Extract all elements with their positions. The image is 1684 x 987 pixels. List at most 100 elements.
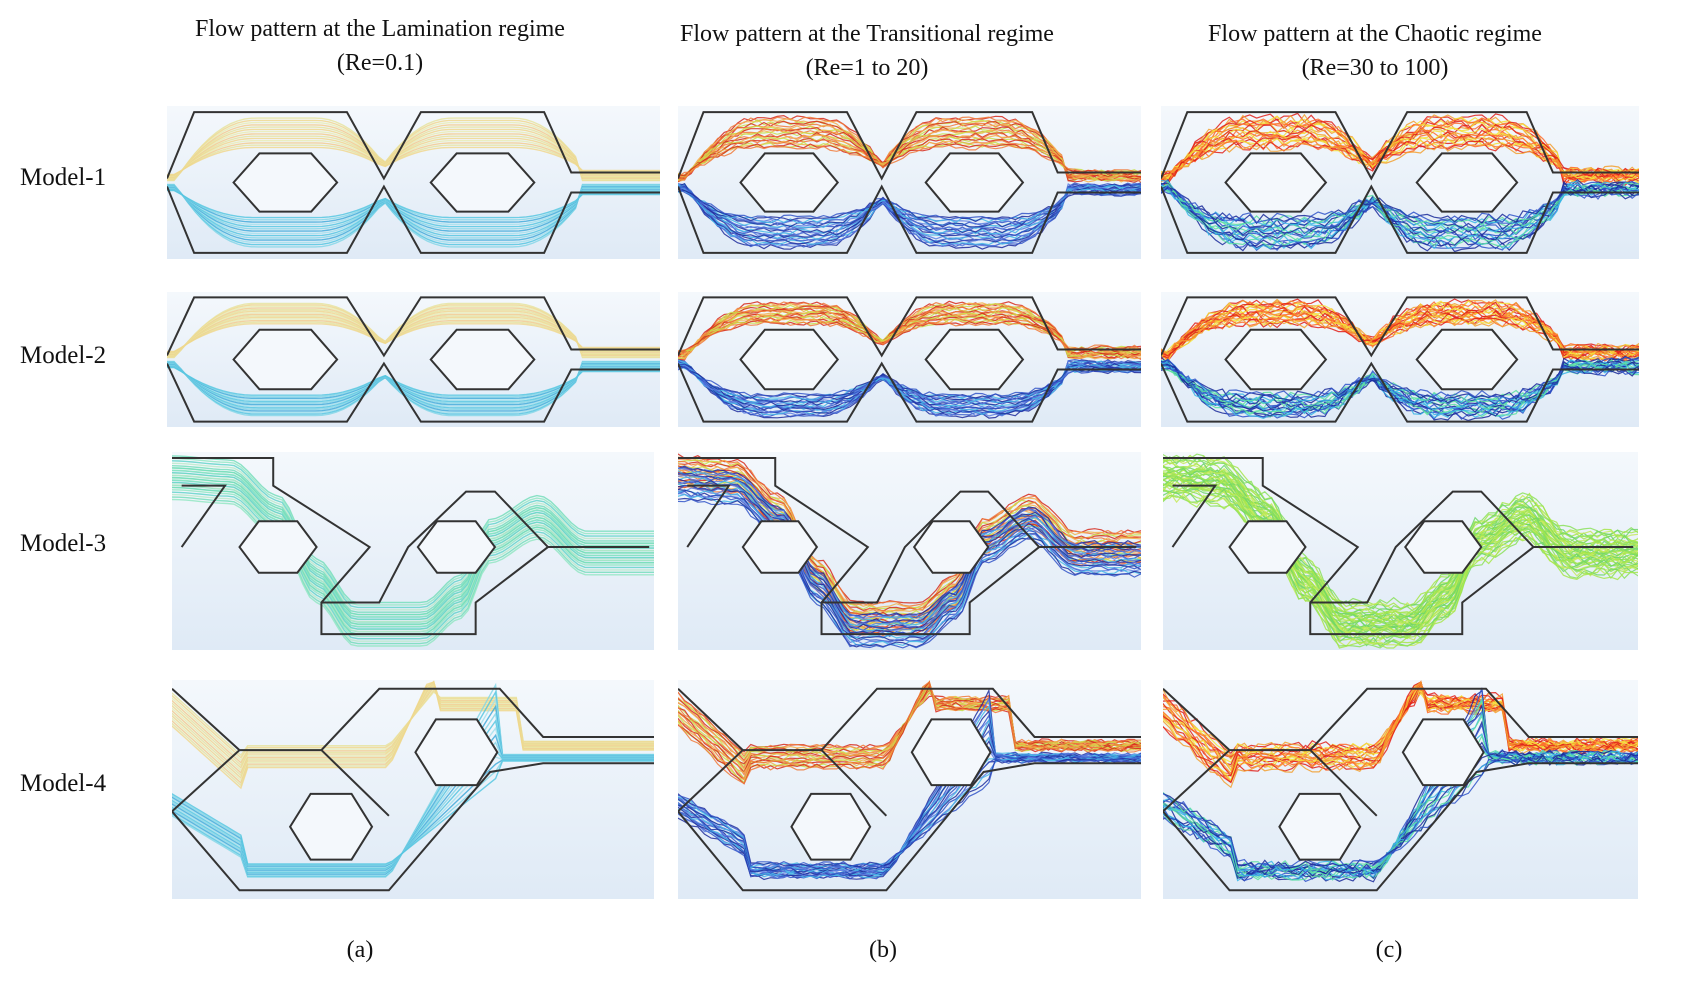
streamline bbox=[1161, 318, 1639, 356]
hexagonal-obstacle bbox=[232, 152, 339, 213]
hexagonal-obstacle bbox=[1404, 520, 1483, 574]
hexagonal-obstacle bbox=[739, 328, 840, 391]
column-subtitle-c-text: (Re=30 to 100) bbox=[1301, 55, 1449, 81]
streamline bbox=[1163, 467, 1638, 622]
streamline bbox=[1163, 494, 1638, 649]
column-title-c-text: Flow pattern at the Chaotic regime bbox=[1208, 21, 1542, 47]
streamline-plot bbox=[172, 680, 654, 899]
caption-c: (c) bbox=[1375, 937, 1403, 963]
channel-wall bbox=[172, 456, 650, 636]
streamline bbox=[172, 457, 654, 606]
caption-a: (a) bbox=[346, 937, 374, 963]
streamline bbox=[172, 484, 654, 633]
channel-wall bbox=[1161, 111, 1639, 254]
streamline bbox=[1163, 680, 1638, 782]
streamline bbox=[1163, 754, 1638, 872]
panel-model-2-lamination bbox=[167, 292, 660, 427]
hexagonal-obstacle bbox=[414, 718, 499, 787]
column-subtitle-b-text: (Re=1 to 20) bbox=[805, 55, 929, 81]
streamline bbox=[172, 491, 654, 640]
streamlines bbox=[167, 302, 660, 417]
channel-wall bbox=[172, 687, 654, 892]
streamlines bbox=[1163, 453, 1638, 649]
hexagonal-obstacle bbox=[1224, 328, 1328, 391]
hexagonal-obstacle bbox=[288, 792, 374, 861]
hexagonal-obstacle bbox=[429, 328, 536, 391]
streamline bbox=[172, 460, 654, 609]
streamline bbox=[1161, 140, 1639, 177]
streamline bbox=[172, 469, 654, 618]
panel-model-1-transitional bbox=[678, 106, 1141, 259]
streamline bbox=[678, 739, 1141, 873]
streamlines bbox=[1163, 680, 1638, 883]
streamline bbox=[678, 472, 1141, 625]
channel-wall bbox=[678, 296, 1141, 423]
channel-wall bbox=[167, 296, 660, 423]
hexagonal-obstacle bbox=[1415, 328, 1519, 391]
channel-wall bbox=[1163, 687, 1638, 892]
streamline-plot bbox=[678, 292, 1141, 427]
channel-wall bbox=[1163, 456, 1634, 636]
hexagonal-obstacle bbox=[429, 152, 536, 213]
channel-wall bbox=[678, 111, 1141, 254]
channel-wall bbox=[1161, 296, 1639, 423]
streamline-plot bbox=[167, 106, 660, 259]
streamline bbox=[678, 187, 1141, 221]
hexagonal-obstacle bbox=[924, 152, 1025, 213]
streamline-plot bbox=[172, 452, 654, 650]
column-title-b-text: Flow pattern at the Transitional regime bbox=[680, 21, 1054, 47]
streamline-plot bbox=[678, 106, 1141, 259]
streamline bbox=[167, 146, 660, 176]
streamline-plot bbox=[1161, 292, 1639, 427]
channel-wall bbox=[678, 456, 1137, 636]
streamline bbox=[1161, 134, 1639, 179]
streamline bbox=[1161, 187, 1639, 225]
streamline-plot bbox=[167, 292, 660, 427]
streamline-plot bbox=[1161, 106, 1639, 259]
hexagonal-obstacle bbox=[1401, 718, 1485, 787]
streamline bbox=[1163, 456, 1638, 612]
streamline bbox=[678, 680, 1141, 785]
hexagonal-obstacle bbox=[416, 520, 497, 574]
streamline bbox=[1163, 494, 1638, 649]
panel-model-4-chaotic bbox=[1163, 680, 1638, 899]
streamline bbox=[678, 498, 1141, 649]
streamline bbox=[1161, 185, 1639, 224]
streamline bbox=[172, 481, 654, 630]
streamlines bbox=[678, 453, 1141, 649]
hexagonal-obstacle bbox=[739, 152, 840, 213]
streamlines bbox=[678, 114, 1141, 250]
row-label-model-1: Model-1 bbox=[20, 164, 107, 191]
streamline bbox=[1163, 462, 1638, 618]
panel-model-3-transitional bbox=[678, 452, 1141, 650]
row-label-model-2: Model-2 bbox=[20, 342, 107, 369]
streamline bbox=[172, 479, 654, 628]
column-subtitle-a-text: (Re=0.1) bbox=[336, 50, 424, 76]
streamline bbox=[172, 462, 654, 611]
streamline bbox=[172, 493, 654, 642]
channel-wall bbox=[167, 111, 660, 254]
streamline bbox=[678, 366, 1141, 398]
streamline bbox=[172, 498, 654, 647]
streamline-plot bbox=[678, 680, 1141, 899]
streamline-plot bbox=[1163, 680, 1638, 899]
streamline bbox=[167, 189, 660, 219]
streamline bbox=[678, 130, 1141, 179]
streamline bbox=[172, 465, 654, 613]
streamline bbox=[172, 455, 654, 604]
panel-model-2-transitional bbox=[678, 292, 1141, 427]
panel-model-3-lamination bbox=[172, 452, 654, 650]
channel-wall bbox=[678, 687, 1141, 892]
streamline bbox=[1163, 754, 1638, 871]
hexagonal-obstacle bbox=[1224, 152, 1328, 213]
streamline bbox=[1161, 363, 1639, 402]
streamline bbox=[678, 189, 1141, 223]
streamline bbox=[167, 323, 660, 353]
row-label-model-4: Model-4 bbox=[20, 770, 107, 797]
hexagonal-obstacle bbox=[1278, 792, 1362, 861]
column-title-a-text: Flow pattern at the Lamination regime bbox=[195, 16, 565, 42]
streamline bbox=[678, 470, 1141, 623]
column-title-b: Flow pattern at the Transitional regime … bbox=[622, 17, 1112, 85]
caption-b: (b) bbox=[869, 937, 897, 963]
streamline bbox=[172, 467, 654, 616]
